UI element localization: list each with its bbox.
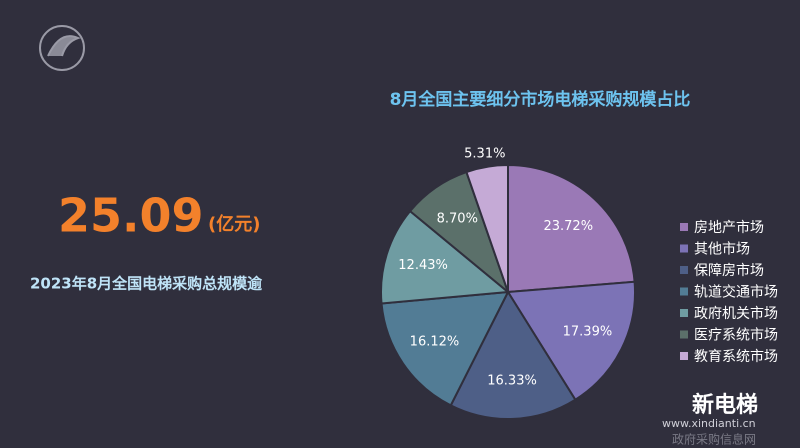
legend-label: 政府机关市场 bbox=[694, 305, 778, 322]
data-label: 17.39% bbox=[563, 324, 613, 339]
logo bbox=[39, 25, 85, 71]
data-label: 16.12% bbox=[410, 334, 460, 349]
legend-swatch bbox=[680, 266, 688, 274]
pie-slice bbox=[465, 163, 509, 293]
summary-unit: (亿元) bbox=[208, 213, 260, 235]
pie-slice bbox=[449, 289, 577, 420]
pie-slice bbox=[380, 209, 511, 305]
legend-swatch bbox=[680, 287, 688, 296]
legend-swatch bbox=[680, 352, 688, 360]
legend-label: 其他市场 bbox=[694, 241, 750, 258]
data-label: 23.72% bbox=[543, 219, 593, 234]
pie-slice bbox=[507, 163, 636, 294]
legend-label: 轨道交通市场 bbox=[694, 284, 778, 301]
legend-swatch bbox=[680, 223, 688, 231]
data-label: 5.31% bbox=[464, 147, 505, 162]
watermark-url: www.xindianti.cn bbox=[662, 417, 756, 430]
watermark-source: 政府采购信息网 bbox=[672, 432, 756, 447]
summary-caption: 2023年8月全国电梯采购总规模逾 bbox=[30, 275, 263, 293]
legend-swatch bbox=[680, 330, 688, 339]
legend-swatch bbox=[680, 309, 688, 317]
data-label: 8.70% bbox=[437, 211, 478, 226]
legend-swatch bbox=[680, 244, 688, 253]
pie: 23.72% 17.39% 16.33% 16.12% 12.43% 8.70% 5.31% bbox=[380, 147, 636, 420]
legend-label: 医疗系统市场 bbox=[694, 327, 778, 344]
legend-label: 房地产市场 bbox=[694, 219, 764, 236]
pie-slice bbox=[506, 280, 636, 402]
data-label: 16.33% bbox=[487, 373, 537, 388]
legend-label: 教育系统市场 bbox=[694, 348, 778, 365]
pie-slice bbox=[380, 290, 510, 407]
summary-value: 25.09 bbox=[58, 189, 204, 243]
watermark-brand: 新电梯 bbox=[692, 392, 758, 418]
data-label: 12.43% bbox=[398, 258, 448, 273]
legend-label: 保障房市场 bbox=[694, 262, 764, 279]
chart-title: 8月全国主要细分市场电梯采购规模占比 bbox=[390, 89, 691, 110]
